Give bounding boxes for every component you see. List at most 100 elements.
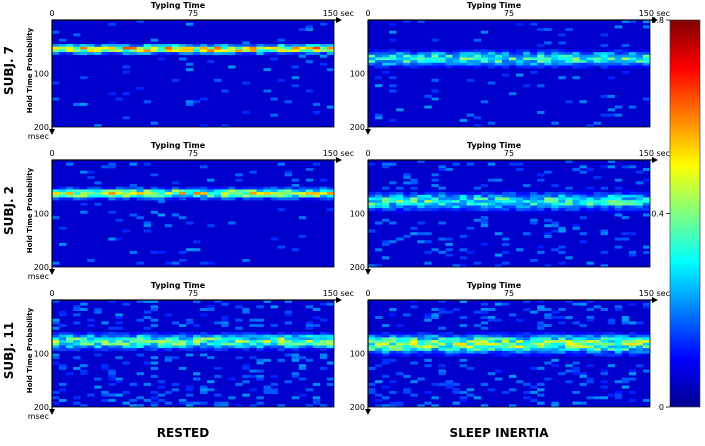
heatmap-cell: [319, 189, 328, 193]
heatmap-cell: [221, 52, 229, 56]
heatmap-cell: [480, 404, 489, 408]
heatmap-cell: [438, 364, 446, 368]
heatmap-cell: [572, 366, 580, 370]
heatmap-cell: [200, 308, 208, 311]
heatmap-cell: [487, 388, 496, 392]
heatmap-cell: [312, 189, 321, 193]
x-axis-arrow: [652, 297, 658, 303]
heatmap-cell: [157, 49, 166, 53]
heatmap-cell: [150, 38, 159, 42]
heatmap-cell: [607, 49, 616, 53]
heatmap-cell: [530, 366, 538, 370]
heatmap-cell: [185, 189, 194, 193]
heatmap-cell: [600, 186, 608, 190]
heatmap-cell: [410, 194, 418, 198]
heatmap-cell: [80, 49, 88, 53]
heatmap-cell: [642, 62, 651, 66]
heatmap-cell: [164, 337, 173, 341]
x-tick-label: 75: [504, 149, 514, 158]
heatmap-cell: [410, 348, 418, 352]
heatmap-cell: [214, 337, 222, 341]
heatmap-cell: [270, 337, 278, 341]
heatmap-cell: [600, 192, 608, 196]
heatmap-cell: [473, 261, 482, 265]
heatmap-cell: [122, 340, 130, 344]
heatmap-cell: [291, 334, 300, 338]
heatmap-cell: [256, 186, 264, 190]
heatmap-cell: [431, 49, 439, 53]
heatmap-cell: [537, 208, 545, 212]
heatmap-cell: [424, 105, 432, 109]
heatmap-cell: [214, 332, 222, 336]
heatmap-cell: [417, 160, 425, 163]
heatmap-cell: [157, 385, 166, 389]
heatmap-cell: [544, 57, 552, 61]
y-axis-arrow: [365, 129, 371, 135]
heatmap-cell: [284, 334, 292, 338]
heatmap-cell: [516, 168, 524, 171]
heatmap-cell: [530, 345, 538, 349]
heatmap-cell: [452, 208, 460, 212]
heatmap-cell: [207, 332, 215, 336]
heatmap-cell: [417, 60, 425, 64]
heatmap-cell: [396, 210, 404, 214]
heatmap-cell: [530, 57, 538, 61]
heatmap-cell: [459, 202, 467, 206]
heatmap-cell: [389, 65, 397, 69]
heatmap-cell: [242, 189, 250, 193]
heatmap-cell: [101, 186, 109, 190]
heatmap-cell: [263, 52, 271, 56]
heatmap-cell: [200, 337, 208, 341]
heatmap-cell: [600, 250, 608, 254]
heatmap-cell: [150, 404, 159, 408]
heatmap-cell: [473, 49, 482, 53]
heatmap-cell: [431, 54, 439, 58]
heatmap-cell: [530, 350, 538, 354]
heatmap-cell: [424, 250, 432, 254]
heatmap-cell: [600, 200, 608, 204]
heatmap-cell: [256, 194, 264, 198]
heatmap-cell: [621, 189, 630, 193]
heatmap-cell: [459, 60, 467, 64]
heatmap-cell: [94, 342, 102, 346]
heatmap-cell: [487, 316, 496, 320]
y-tick-label: 100: [350, 350, 365, 359]
heatmap-cell: [256, 334, 264, 338]
heatmap-cell: [80, 369, 88, 373]
heatmap-cell: [487, 65, 496, 69]
heatmap-cell: [431, 353, 439, 357]
heatmap-cell: [410, 393, 418, 397]
heatmap-cell: [108, 162, 116, 166]
heatmap-cell: [487, 200, 496, 204]
heatmap-cell: [200, 189, 208, 193]
heatmap-cell: [249, 49, 257, 53]
heatmap-cell: [101, 321, 109, 325]
heatmap-cell: [431, 210, 439, 214]
heatmap-cell: [298, 340, 307, 344]
heatmap-cell: [445, 62, 453, 66]
heatmap-cell: [305, 305, 314, 309]
heatmap-cell: [143, 189, 151, 193]
heatmap-cell: [59, 242, 67, 246]
heatmap-cell: [579, 372, 587, 376]
heatmap-cell: [459, 52, 467, 56]
heatmap-cell: [164, 44, 173, 48]
heatmap-cell: [375, 350, 383, 354]
heatmap-cell: [52, 326, 60, 330]
heatmap-cell: [593, 200, 601, 204]
heatmap-cell: [565, 197, 573, 201]
heatmap-cell: [207, 224, 215, 228]
heatmap-cell: [642, 334, 651, 338]
heatmap-cell: [501, 205, 510, 209]
colorbar-tick-label: 0.8: [651, 16, 664, 25]
heatmap-cell: [291, 348, 300, 352]
heatmap-cell: [143, 49, 151, 53]
heatmap-cell: [614, 213, 623, 217]
heatmap-cell: [52, 337, 60, 341]
heatmap-cell: [136, 44, 144, 48]
heatmap-cell: [494, 178, 503, 182]
heatmap-cell: [628, 194, 637, 198]
heatmap-cell: [544, 170, 552, 174]
heatmap-cell: [544, 54, 552, 58]
heatmap-cell: [150, 324, 159, 328]
